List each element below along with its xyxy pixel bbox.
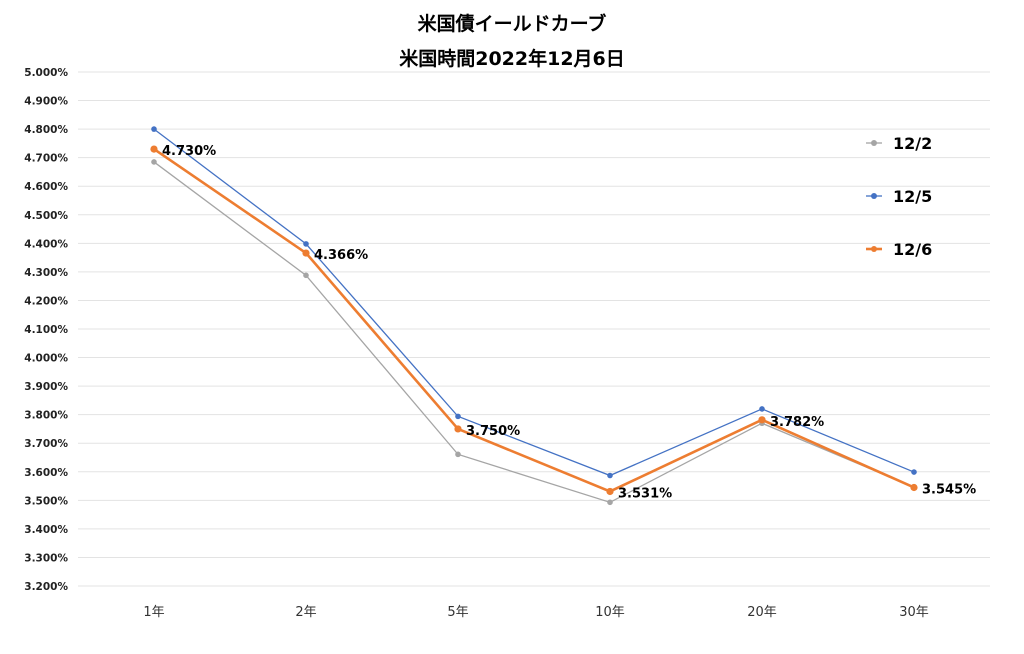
- y-tick-label: 3.700%: [24, 438, 68, 450]
- data-point: [303, 241, 309, 247]
- series-12-5: [151, 126, 917, 479]
- data-label: 3.545%: [922, 482, 976, 497]
- data-point: [607, 499, 613, 506]
- data-label: 4.366%: [314, 248, 368, 263]
- series-12-6: [150, 145, 918, 496]
- series-12-2: [151, 159, 917, 506]
- y-tick-label: 4.800%: [24, 124, 68, 136]
- x-tick-label: 1年: [143, 605, 164, 620]
- y-tick-label: 3.200%: [24, 581, 68, 593]
- legend-item: 12/2: [866, 134, 932, 153]
- y-tick-label: 3.600%: [24, 467, 68, 479]
- data-point: [455, 413, 461, 420]
- data-label: 4.730%: [162, 144, 216, 159]
- data-point: [302, 249, 310, 257]
- legend: 12/2 12/5 12/6: [866, 134, 932, 259]
- y-tick-label: 4.200%: [24, 295, 68, 307]
- y-tick-label: 4.000%: [24, 353, 68, 365]
- x-axis-ticks: 1年 2年 5年 10年 20年 30年: [143, 605, 928, 620]
- data-point: [607, 472, 613, 479]
- legend-item: 12/5: [866, 187, 932, 206]
- x-tick-label: 30年: [899, 605, 929, 620]
- y-tick-label: 4.500%: [24, 210, 68, 222]
- y-tick-label: 3.800%: [24, 410, 68, 422]
- y-axis-ticks: 5.000% 4.900% 4.800% 4.700% 4.600% 4.500% 4.40…: [24, 67, 68, 593]
- legend-item: 12/6: [866, 240, 932, 259]
- data-point: [303, 272, 309, 279]
- data-labels: 4.730% 4.366% 3.750% 3.531% 3.782% 3.545%: [162, 144, 976, 501]
- chart-subtitle: 米国時間2022年12月6日: [399, 47, 625, 70]
- x-tick-label: 5年: [447, 605, 468, 620]
- data-point: [759, 406, 765, 412]
- data-point: [758, 416, 766, 424]
- data-label: 3.782%: [770, 415, 824, 430]
- data-label: 3.531%: [618, 486, 672, 501]
- legend-label: 12/5: [893, 187, 932, 206]
- chart-title: 米国債イールドカーブ: [418, 12, 607, 35]
- data-point: [151, 159, 157, 165]
- y-tick-label: 3.500%: [24, 495, 68, 507]
- data-point: [151, 126, 157, 132]
- series-line: [153, 128, 915, 477]
- y-tick-label: 4.300%: [24, 267, 68, 279]
- y-tick-label: 5.000%: [24, 67, 68, 79]
- data-point: [455, 451, 461, 458]
- x-tick-label: 2年: [295, 605, 316, 620]
- y-tick-label: 3.400%: [24, 524, 68, 536]
- series-line: [153, 148, 915, 493]
- y-tick-label: 4.900%: [24, 96, 68, 108]
- data-point: [454, 425, 462, 433]
- legend-label: 12/6: [893, 240, 932, 259]
- series-group: [150, 126, 918, 506]
- legend-label: 12/2: [893, 134, 932, 153]
- series-line: [153, 161, 915, 504]
- data-label: 3.750%: [466, 424, 520, 439]
- legend-swatch-marker: [871, 193, 877, 199]
- y-tick-label: 4.600%: [24, 181, 68, 193]
- y-tick-label: 4.700%: [24, 153, 68, 165]
- x-tick-label: 20年: [747, 605, 777, 620]
- data-point: [150, 145, 158, 153]
- data-point: [911, 469, 917, 475]
- data-point: [910, 483, 918, 492]
- y-tick-label: 3.900%: [24, 381, 68, 393]
- legend-swatch-marker: [871, 246, 877, 252]
- legend-swatch-marker: [871, 140, 877, 146]
- y-tick-label: 4.100%: [24, 324, 68, 336]
- gridlines: [78, 71, 990, 587]
- data-point: [606, 487, 614, 496]
- y-tick-label: 3.300%: [24, 552, 68, 564]
- x-tick-label: 10年: [595, 605, 625, 620]
- y-tick-label: 4.400%: [24, 238, 68, 250]
